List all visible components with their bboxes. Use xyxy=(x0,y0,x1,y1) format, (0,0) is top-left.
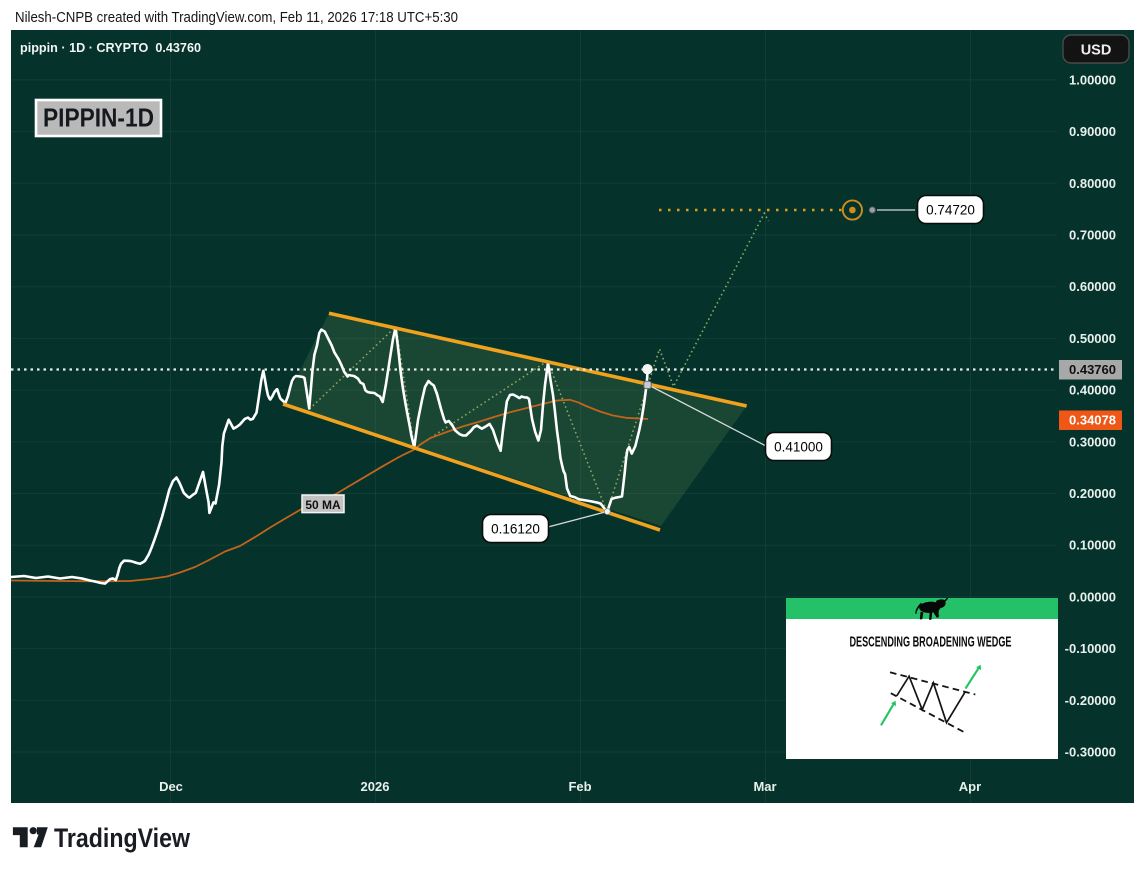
svg-text:0.90000: 0.90000 xyxy=(1069,124,1116,139)
svg-text:0.60000: 0.60000 xyxy=(1069,279,1116,294)
svg-text:0.74720: 0.74720 xyxy=(926,203,975,218)
svg-text:-0.20000: -0.20000 xyxy=(1065,693,1116,708)
svg-text:0.50000: 0.50000 xyxy=(1069,331,1116,346)
svg-text:50 MA: 50 MA xyxy=(305,498,341,512)
svg-text:DESCENDING BROADENING WEDGE: DESCENDING BROADENING WEDGE xyxy=(850,635,1012,651)
svg-text:0.40000: 0.40000 xyxy=(1069,383,1116,398)
svg-text:0.00000: 0.00000 xyxy=(1069,589,1116,604)
svg-text:0.16120: 0.16120 xyxy=(491,522,540,537)
svg-text:2026: 2026 xyxy=(361,779,390,794)
svg-text:Dec: Dec xyxy=(159,779,183,794)
svg-text:1.00000: 1.00000 xyxy=(1069,72,1116,87)
svg-text:USD: USD xyxy=(1081,43,1112,59)
svg-text:0.41000: 0.41000 xyxy=(774,440,823,455)
svg-text:0.80000: 0.80000 xyxy=(1069,176,1116,191)
svg-text:Apr: Apr xyxy=(959,779,981,794)
svg-text:0.10000: 0.10000 xyxy=(1069,538,1116,553)
svg-text:-0.30000: -0.30000 xyxy=(1065,745,1116,760)
svg-text:0.34078: 0.34078 xyxy=(1069,413,1116,428)
svg-text:pippin · 1D · CRYPTO 0.43760: pippin · 1D · CRYPTO 0.43760 xyxy=(20,40,201,55)
svg-text:PIPPIN-1D: PIPPIN-1D xyxy=(43,103,154,133)
svg-text:0.30000: 0.30000 xyxy=(1069,434,1116,449)
svg-text:Feb: Feb xyxy=(568,779,591,794)
svg-text:Nilesh-CNPB created with Tradi: Nilesh-CNPB created with TradingView.com… xyxy=(15,10,458,26)
svg-text:0.43760: 0.43760 xyxy=(1069,362,1116,377)
svg-text:-0.10000: -0.10000 xyxy=(1065,641,1116,656)
svg-text:TradingView: TradingView xyxy=(54,823,191,853)
svg-text:0.70000: 0.70000 xyxy=(1069,228,1116,243)
svg-text:0.20000: 0.20000 xyxy=(1069,486,1116,501)
svg-text:Mar: Mar xyxy=(753,779,776,794)
